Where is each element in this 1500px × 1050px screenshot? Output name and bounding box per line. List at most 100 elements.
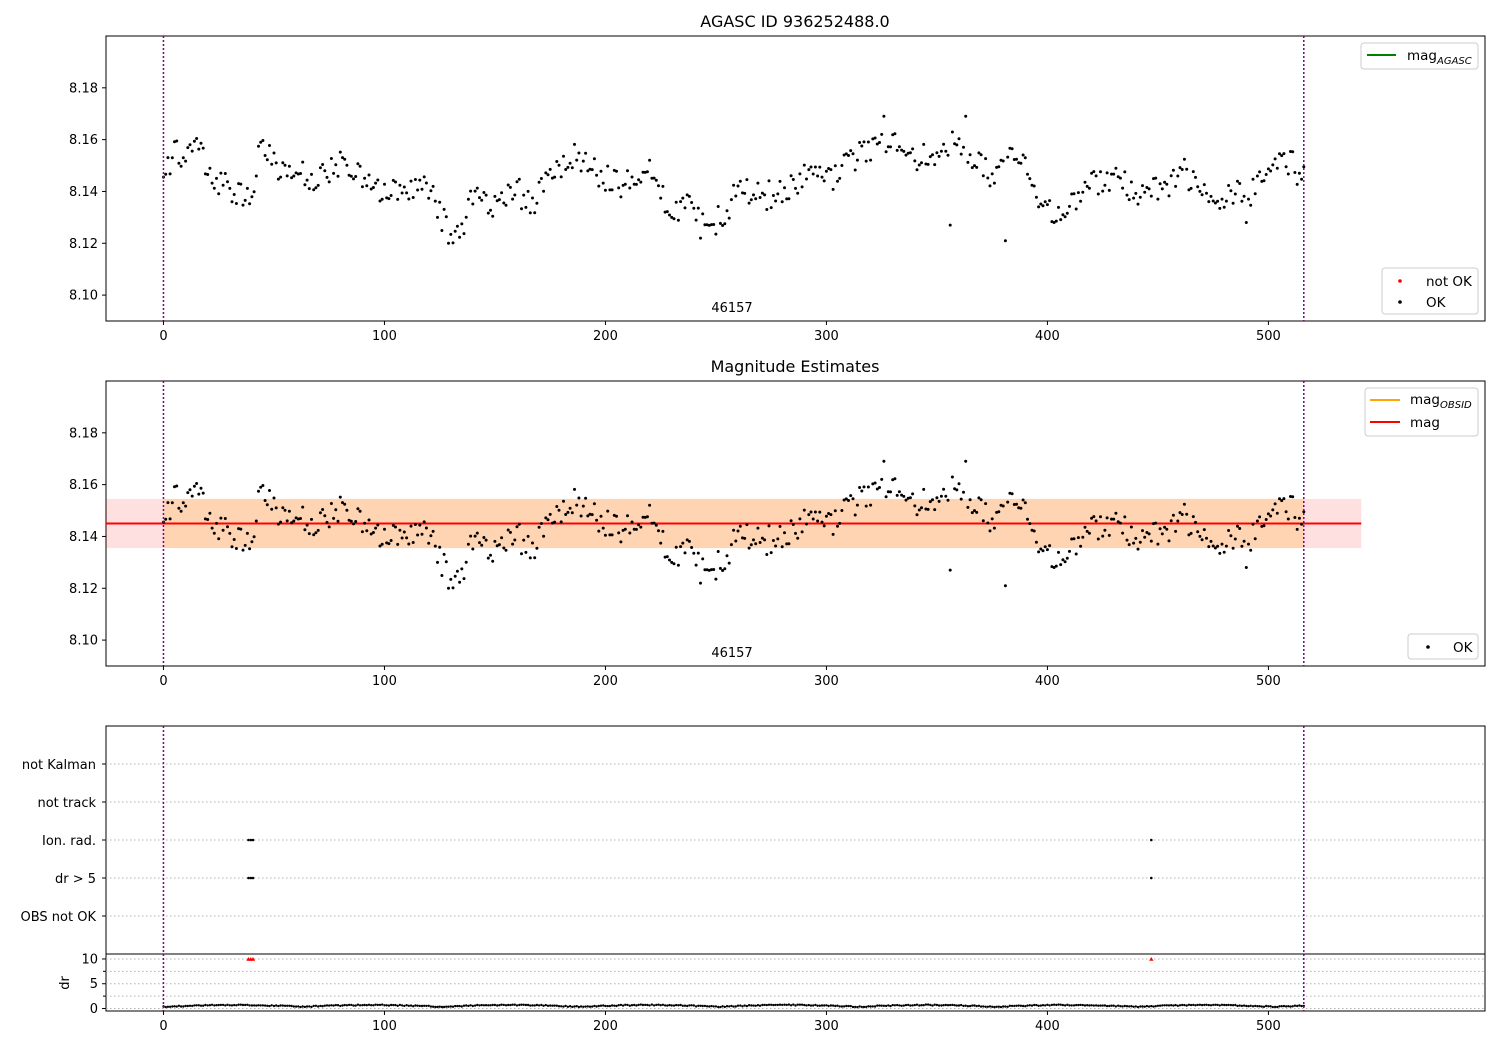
data-point	[878, 486, 881, 489]
dr-point	[564, 1004, 567, 1008]
data-point	[729, 543, 733, 547]
dr-point	[942, 1004, 945, 1007]
data-point	[1229, 189, 1233, 193]
dr-point	[1227, 1003, 1230, 1007]
dr-point	[968, 1004, 972, 1008]
data-point	[1262, 179, 1266, 183]
data-point	[712, 568, 716, 571]
legend-entry-mag-obsid: magOBSID	[1410, 392, 1472, 411]
dr-point	[447, 1005, 450, 1008]
data-point	[1092, 170, 1096, 174]
dr-point	[1189, 1003, 1193, 1007]
data-point	[544, 516, 548, 520]
data-point	[358, 509, 362, 513]
dr-point	[288, 1004, 291, 1007]
data-point	[440, 574, 444, 577]
data-point	[1123, 170, 1127, 174]
data-point	[672, 217, 676, 221]
data-point	[1249, 203, 1253, 207]
data-point	[1224, 199, 1228, 203]
data-point	[387, 542, 391, 546]
dr-point	[248, 1004, 251, 1007]
data-point	[895, 493, 899, 497]
dr-point	[721, 1005, 724, 1008]
dr-point	[1167, 1004, 1171, 1007]
data-point	[997, 165, 1001, 169]
data-point	[409, 524, 413, 528]
data-point	[1096, 537, 1100, 541]
dr-point	[705, 1005, 709, 1008]
data-point	[371, 186, 375, 189]
data-point	[858, 141, 862, 144]
data-point	[1032, 184, 1036, 188]
dr-point	[1059, 1003, 1062, 1006]
data-point	[356, 162, 360, 166]
data-point	[329, 502, 333, 505]
data-point	[374, 181, 378, 185]
dr-point	[1178, 1004, 1182, 1007]
dr-point	[812, 1004, 815, 1007]
data-point	[389, 194, 393, 197]
data-point	[268, 144, 271, 147]
data-point	[1041, 204, 1045, 208]
data-point	[367, 173, 371, 177]
data-point	[970, 166, 974, 170]
dr-point	[1185, 1004, 1188, 1007]
data-point	[542, 189, 546, 193]
dr-point	[478, 1004, 481, 1007]
dr-point	[862, 1005, 866, 1009]
data-point	[1125, 538, 1129, 542]
data-point	[926, 162, 930, 166]
data-point	[641, 515, 645, 519]
dr-point	[884, 1004, 888, 1008]
data-point	[670, 215, 674, 219]
dr-point	[683, 1004, 687, 1007]
data-point	[559, 520, 563, 524]
data-point	[884, 495, 888, 499]
dr-point	[270, 1004, 273, 1007]
data-point	[1247, 197, 1250, 201]
data-point	[657, 529, 660, 533]
data-point	[484, 193, 488, 197]
dr-point	[549, 1004, 552, 1007]
data-point	[354, 520, 358, 523]
dr-point	[1063, 1004, 1067, 1007]
dr-point	[440, 1005, 444, 1009]
data-point	[1096, 192, 1100, 196]
y-tick-label: 8.12	[69, 237, 98, 252]
data-point	[584, 496, 588, 500]
dr-point	[999, 1005, 1003, 1009]
dr-point	[257, 1004, 260, 1007]
data-point	[219, 171, 223, 175]
data-point	[1048, 199, 1052, 203]
data-point	[988, 184, 992, 188]
dr-point	[1114, 1005, 1118, 1008]
data-point	[752, 538, 755, 542]
data-point	[641, 170, 645, 174]
data-point	[639, 180, 643, 184]
dr-point	[619, 1003, 623, 1007]
dr-point	[1296, 1004, 1299, 1008]
dr-point	[403, 1004, 406, 1008]
dr-point	[951, 1003, 954, 1007]
data-point	[473, 534, 477, 538]
data-point	[279, 520, 283, 524]
data-point	[849, 494, 853, 498]
data-point	[968, 153, 972, 157]
data-point	[1264, 518, 1268, 521]
data-point	[292, 174, 296, 178]
data-point	[573, 142, 576, 146]
data-point	[321, 508, 325, 511]
dr-point	[531, 1004, 534, 1007]
data-point	[230, 200, 234, 204]
dr-point	[579, 1005, 583, 1008]
data-points	[162, 459, 1306, 590]
data-point	[462, 577, 466, 581]
dr-point	[272, 1004, 276, 1008]
data-point	[497, 198, 501, 202]
data-point	[933, 163, 937, 167]
dr-point	[834, 1004, 837, 1008]
data-point	[321, 163, 325, 166]
data-point	[882, 459, 886, 463]
